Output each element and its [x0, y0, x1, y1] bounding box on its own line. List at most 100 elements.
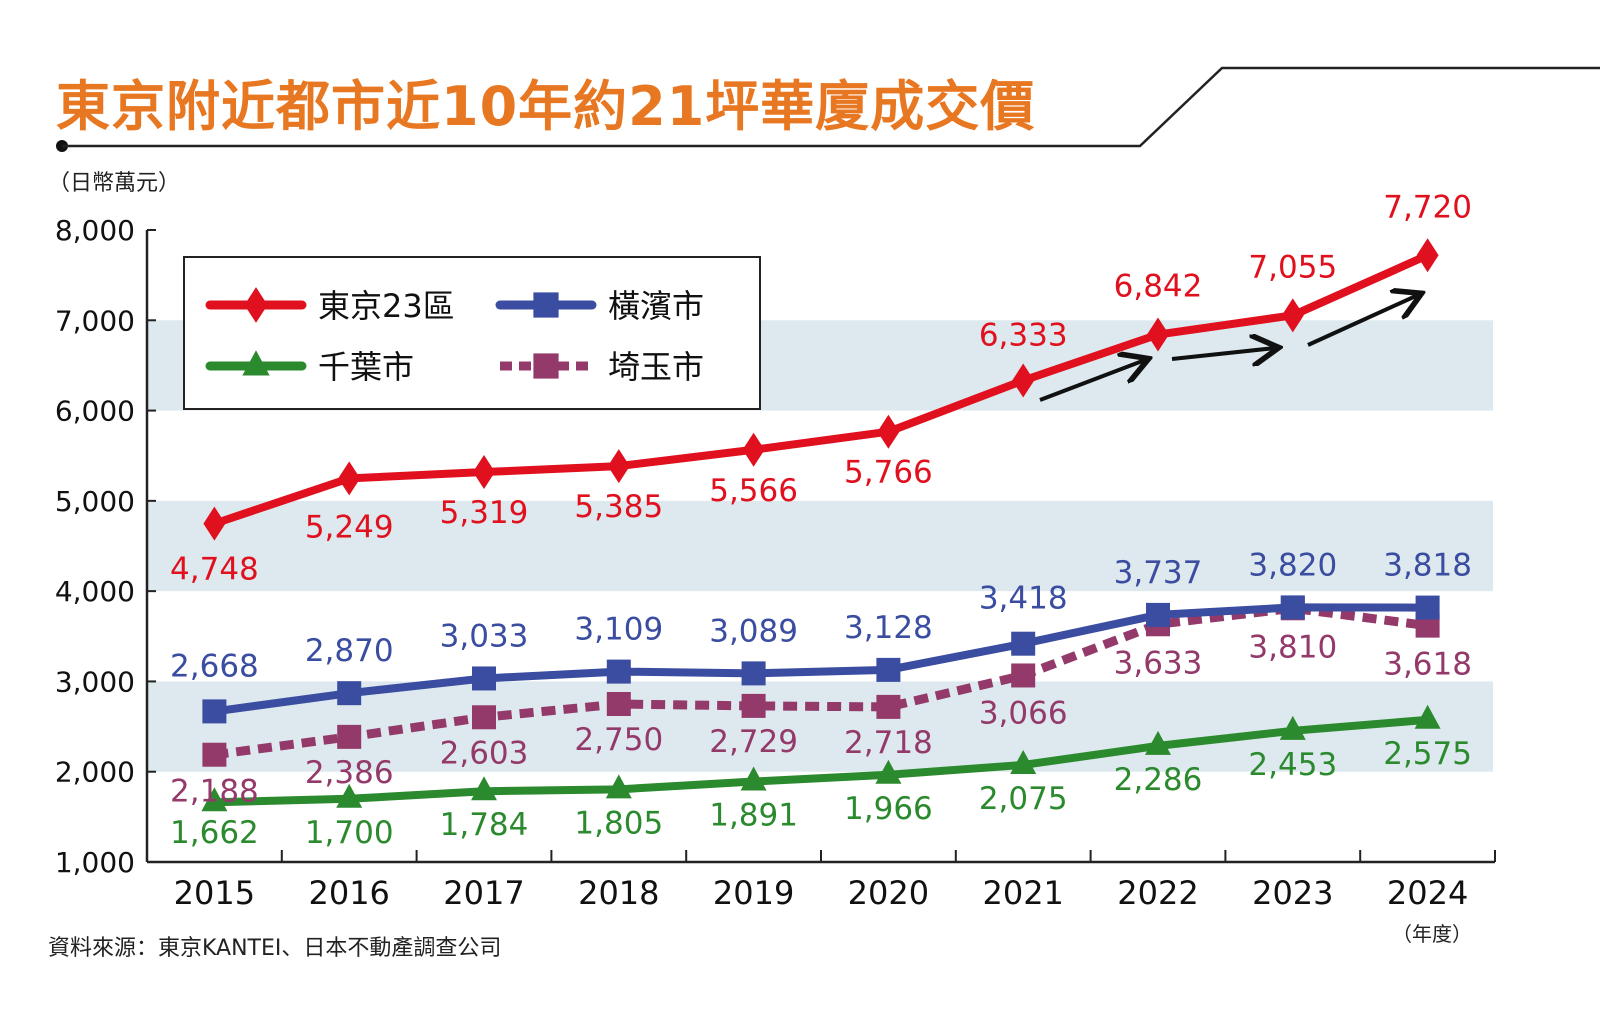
- data-point-saitama: [606, 692, 631, 716]
- data-label-yokohama: 3,820: [1248, 547, 1337, 583]
- data-label-yokohama: 2,668: [170, 648, 259, 684]
- legend-marker-yokohama: [533, 292, 559, 318]
- data-label-saitama: 2,386: [305, 755, 394, 791]
- data-label-tokyo: 4,748: [170, 552, 259, 588]
- data-label-yokohama: 2,870: [305, 633, 394, 669]
- data-label-yokohama: 3,737: [1114, 555, 1203, 591]
- data-point-tokyo: [607, 449, 630, 484]
- data-point-chiba: [1279, 715, 1306, 740]
- legend-box: [183, 256, 761, 410]
- data-point-chiba: [740, 766, 767, 791]
- legend-label-tokyo: 東京23區: [318, 287, 455, 325]
- data-point-tokyo: [1147, 317, 1169, 352]
- data-point-yokohama: [337, 681, 362, 706]
- data-label-saitama: 3,633: [1114, 645, 1203, 681]
- axes: [145, 229, 1496, 864]
- series-line-saitama: [213, 603, 1429, 760]
- data-label-tokyo: 5,319: [440, 495, 529, 531]
- data-label-saitama: 3,810: [1248, 629, 1337, 665]
- series-line-tokyo: [213, 251, 1430, 528]
- data-point-chiba: [1145, 730, 1171, 755]
- data-point-saitama: [876, 694, 901, 719]
- data-label-saitama: 2,750: [574, 722, 663, 758]
- data-label-saitama: 3,618: [1383, 647, 1472, 683]
- data-point-yokohama: [1011, 631, 1036, 656]
- trend-arrows: [1039, 295, 1418, 402]
- data-label-chiba: 1,805: [574, 805, 663, 841]
- data-label-saitama: 2,729: [709, 724, 798, 760]
- data-point-yokohama: [1415, 595, 1440, 620]
- data-label-tokyo: 5,766: [844, 455, 933, 491]
- trend-arrow: [1039, 360, 1145, 402]
- x-tick-label: 2021: [982, 874, 1063, 912]
- data-label-chiba: 1,784: [440, 807, 529, 843]
- data-point-tokyo: [338, 461, 361, 496]
- data-label-yokohama: 3,033: [440, 618, 529, 654]
- data-point-chiba: [875, 759, 902, 784]
- data-label-yokohama: 3,818: [1383, 548, 1472, 584]
- data-point-tokyo: [1416, 238, 1439, 273]
- data-point-tokyo: [203, 506, 226, 541]
- data-label-saitama: 2,188: [170, 774, 259, 810]
- source-note: 資料來源：東京KANTEI、日本不動產調查公司: [48, 936, 502, 961]
- data-label-yokohama: 3,109: [574, 612, 663, 648]
- data-label-tokyo: 5,249: [305, 509, 394, 545]
- data-point-yokohama: [876, 657, 901, 682]
- data-point-yokohama: [1280, 595, 1305, 620]
- data-point-saitama: [337, 724, 362, 749]
- data-point-tokyo: [1281, 298, 1304, 333]
- data-point-tokyo: [877, 414, 900, 449]
- data-label-chiba: 2,286: [1114, 762, 1203, 798]
- data-label-chiba: 2,075: [979, 781, 1068, 817]
- data-point-yokohama: [741, 661, 766, 686]
- data-label-tokyo: 7,055: [1248, 249, 1337, 285]
- data-label-tokyo: 7,720: [1383, 189, 1472, 225]
- data-point-chiba: [471, 776, 497, 801]
- data-label-saitama: 2,603: [440, 735, 529, 771]
- x-tick-label: 2019: [713, 874, 794, 912]
- data-label-tokyo: 5,385: [574, 489, 663, 525]
- x-tick-label: 2015: [174, 874, 255, 912]
- data-point-chiba: [1010, 749, 1037, 774]
- data-point-saitama: [1011, 663, 1036, 688]
- x-tick-label: 2016: [308, 874, 389, 912]
- data-point-chiba: [201, 787, 228, 812]
- chart-title: 東京附近都市近10年約21坪華廈成交價: [56, 75, 1036, 138]
- data-label-chiba: 1,966: [844, 791, 933, 827]
- y-tick-label: 4,000: [55, 575, 135, 608]
- legend-label-chiba: 千葉市: [318, 348, 414, 386]
- tick-labels: 1,000 2,000 3,000 4,000 5,000 6,000 7,000 8,000…: [55, 214, 1468, 912]
- data-label-saitama: 2,718: [844, 725, 933, 761]
- legend-label-saitama: 埼玉市: [608, 348, 704, 386]
- data-label-tokyo: 6,333: [979, 318, 1068, 354]
- data-point-yokohama: [202, 699, 227, 724]
- x-tick-label: 2024: [1387, 874, 1468, 912]
- y-tick-label: 3,000: [55, 665, 135, 698]
- x-tick-label: 2022: [1117, 874, 1198, 912]
- data-point-yokohama: [472, 666, 496, 691]
- trend-arrow: [1307, 295, 1418, 347]
- y-tick-label: 7,000: [55, 304, 135, 337]
- background-band: [147, 681, 1493, 772]
- x-tick-label: 2018: [578, 874, 659, 912]
- data-point-chiba: [1414, 704, 1441, 729]
- x-tick-label: 2020: [848, 874, 929, 912]
- data-label-tokyo: 6,842: [1114, 269, 1203, 305]
- data-labels: 1,662 1,700 1,784 1,805 1,891 1,966 2,075 2,286…: [170, 189, 1472, 851]
- trend-arrow: [1171, 348, 1275, 359]
- legend-label-yokohama: 橫濱市: [608, 287, 704, 325]
- y-tick-label: 8,000: [55, 214, 135, 247]
- data-label-yokohama: 3,418: [979, 581, 1068, 617]
- data-label-chiba: 1,700: [305, 815, 394, 851]
- data-point-chiba: [605, 774, 632, 799]
- series-lines: [201, 238, 1441, 812]
- data-label-saitama: 3,066: [979, 695, 1068, 731]
- data-point-chiba: [336, 783, 363, 808]
- y-tick-label: 1,000: [55, 846, 135, 879]
- data-label-chiba: 2,453: [1248, 747, 1337, 783]
- data-point-tokyo: [742, 432, 765, 467]
- legend-marker-chiba: [242, 350, 270, 376]
- legend-marker-saitama: [533, 353, 559, 379]
